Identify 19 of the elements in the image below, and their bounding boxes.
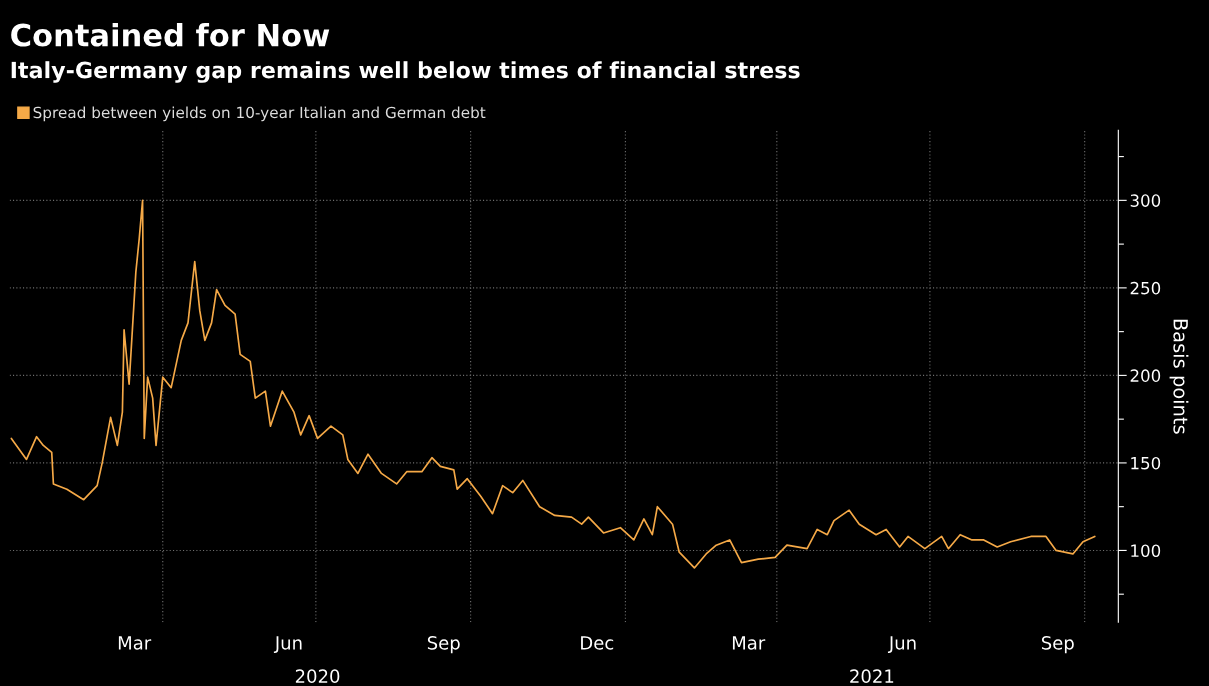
x-tick-label: Jun	[273, 636, 302, 654]
y-tick-label: 200	[1130, 369, 1161, 382]
text: 2021	[850, 669, 894, 683]
x-tick-label: Sep	[1041, 636, 1074, 654]
x-tick-label: Mar	[732, 636, 766, 650]
text: 2020	[295, 669, 340, 683]
chart-title: Contained for Now	[11, 22, 330, 47]
x-tick-label: Sep	[427, 636, 460, 654]
y-axis-title: Basis points	[1169, 319, 1189, 434]
y-tick-label: 150	[1131, 456, 1161, 470]
y-tick-label: 250	[1130, 281, 1161, 295]
line-series	[10, 199, 1096, 569]
x-tick-label: Mar	[118, 636, 152, 650]
x-tick-label: Jun	[887, 636, 916, 654]
y-tick-label: 100	[1131, 544, 1161, 557]
x-tick-label: Dec	[581, 636, 614, 650]
y-tick-label: 300	[1130, 194, 1161, 207]
legend-label: Spread between yields on 10-year Italian and German debt	[33, 106, 486, 122]
chart-subtitle: Italy-Germany gap remains well below times of financial stress	[11, 61, 800, 83]
